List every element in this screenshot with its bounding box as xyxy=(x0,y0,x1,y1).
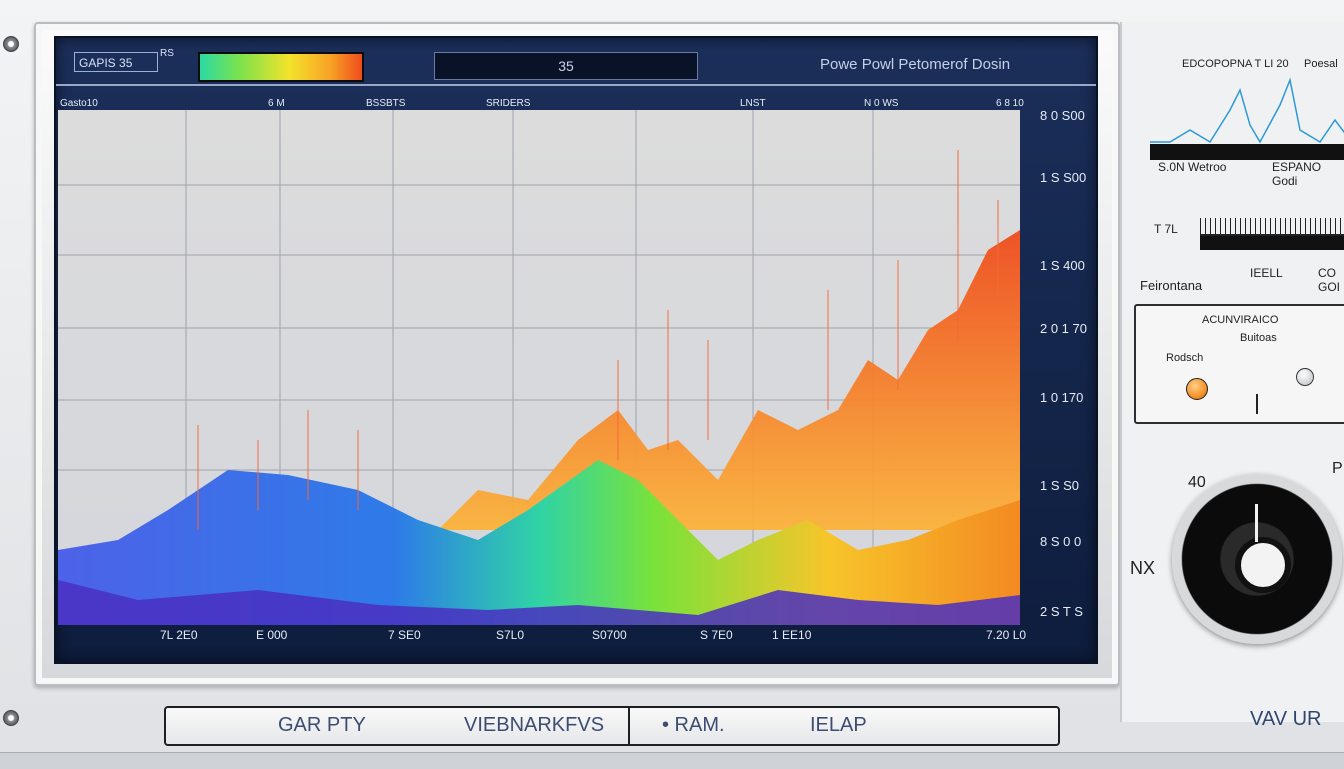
field-label-b: IEELL xyxy=(1250,266,1283,280)
top-tick: N 0 WS xyxy=(864,98,899,109)
footer-divider xyxy=(628,708,630,744)
ruler-label: T 7L xyxy=(1154,222,1178,236)
ruler-bar xyxy=(1200,236,1344,250)
mini-label-a: S.0N Wetroo xyxy=(1158,160,1227,174)
top-tick: BSSBTS xyxy=(366,98,406,109)
field-label-c: CO GOI xyxy=(1318,266,1341,294)
x-tick: 7.20 L0 xyxy=(986,628,1027,642)
violet-floor xyxy=(58,580,1020,625)
footer-item-b[interactable]: VIEBNARKFVS xyxy=(464,714,605,736)
x-tick: 7L 2E0 xyxy=(160,628,198,642)
y-tick: 1 S S00 xyxy=(1040,170,1087,185)
screw-icon xyxy=(3,36,19,52)
pointer-arrow-icon xyxy=(1256,394,1258,414)
top-tick: Gasto10 xyxy=(60,98,98,109)
mini-waveform xyxy=(1150,77,1344,160)
top-tick: SRIDERS xyxy=(486,98,531,109)
panel-header-right: Poesal xyxy=(1304,58,1338,70)
knob-scale-left: 40 xyxy=(1188,474,1206,491)
box-label: Rodsch xyxy=(1166,352,1204,364)
device-bottom-strip xyxy=(0,752,1344,769)
panel-header-left: EDCOPOPNA T LI 20 xyxy=(1182,58,1289,70)
y-tick: 8 0 S00 xyxy=(1040,108,1085,123)
footer-item-a[interactable]: GAR PTY xyxy=(278,714,366,736)
y-tick: 1 S 400 xyxy=(1040,258,1085,273)
orange-indicator-button[interactable] xyxy=(1186,378,1208,400)
brand-label: VAV UR xyxy=(1250,708,1322,730)
knob-center-ring xyxy=(1235,537,1291,593)
x-tick: E 000 xyxy=(256,628,288,642)
adjustment-box: ACUNVIRAICO Buitoas Rodsch xyxy=(1134,304,1344,424)
mode-label: GAPIS 35 xyxy=(74,52,158,72)
rotary-knob[interactable] xyxy=(1172,474,1342,644)
footer-bar: GAR PTY VIEBNARKFVS • RAM. IELAP xyxy=(164,706,1060,746)
ruler-scale[interactable] xyxy=(1200,218,1344,236)
slider-handle[interactable] xyxy=(1296,368,1314,386)
spike-lines xyxy=(197,150,999,530)
top-tick: 6 M xyxy=(268,98,285,109)
screw-icon xyxy=(3,710,19,726)
y-tick: 2 S T S xyxy=(1040,604,1083,619)
knob-side-text: NX xyxy=(1130,558,1156,578)
value-readout: 35 xyxy=(434,52,698,80)
fire-spectrum xyxy=(438,230,1020,530)
spectrum-plot xyxy=(58,110,1020,625)
top-tick: 6 8 10 xyxy=(996,98,1024,109)
x-tick: S7L0 xyxy=(496,628,525,642)
knob-scale-right: P xyxy=(1332,460,1343,477)
screen-topbar: GAPIS 35 RS 35 Powe Powl Petomerof Dosin xyxy=(56,38,1096,86)
color-scale-bar xyxy=(198,52,364,82)
y-tick: 1 0 170 xyxy=(1040,390,1084,405)
y-tick: 1 S S0 xyxy=(1040,478,1080,493)
x-tick: S 7E0 xyxy=(700,628,733,642)
mode-tiny-label: RS xyxy=(160,48,174,59)
y-tick: 2 0 1 70 xyxy=(1040,321,1087,336)
heat-spectrum xyxy=(58,460,1020,625)
knob-pointer xyxy=(1255,504,1258,542)
mini-waveform-trace xyxy=(1150,77,1344,144)
footer-item-d[interactable]: IELAP xyxy=(810,714,867,736)
top-tick: LNST xyxy=(740,98,766,109)
mini-label-b: ESPANO Godi xyxy=(1272,160,1322,188)
field-label: Feirontana xyxy=(1140,278,1203,293)
mini-baseline xyxy=(1150,144,1344,160)
x-tick: S0700 xyxy=(592,628,627,642)
control-knob-area: 40 P NX xyxy=(1130,448,1344,678)
footer-item-c[interactable]: • RAM. xyxy=(662,714,725,736)
y-tick: 8 S 0 0 xyxy=(1040,534,1082,549)
x-tick: 7 SE0 xyxy=(388,628,421,642)
spectrum-screen: GAPIS 35 RS 35 Powe Powl Petomerof Dosin… xyxy=(54,36,1098,664)
screen-title: Powe Powl Petomerof Dosin xyxy=(820,56,1011,73)
box-subtitle: Buitoas xyxy=(1240,332,1277,344)
box-title: ACUNVIRAICO xyxy=(1202,314,1279,326)
x-tick: 1 EE10 xyxy=(772,628,812,642)
